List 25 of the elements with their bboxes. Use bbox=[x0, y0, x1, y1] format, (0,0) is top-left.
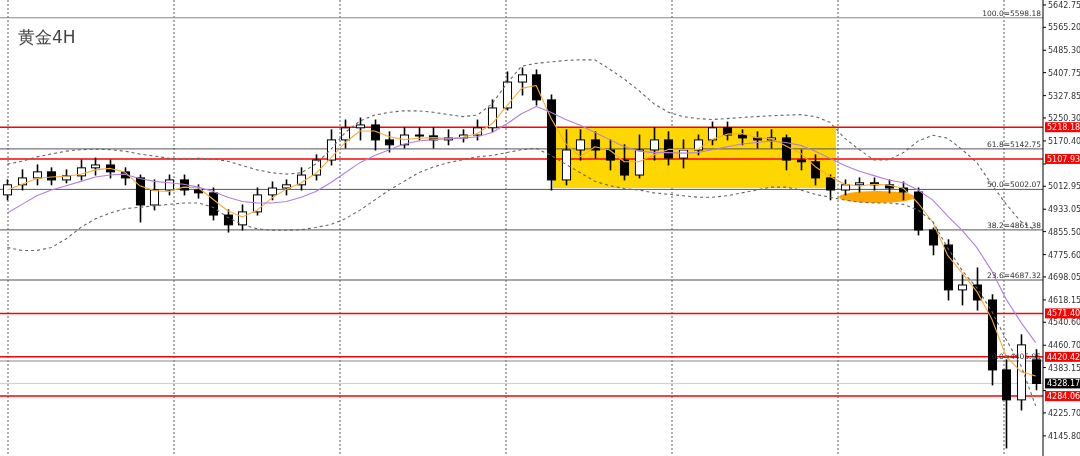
y-tick-label: 5250.30 bbox=[1048, 113, 1080, 123]
y-tick-label: 4145.80 bbox=[1048, 431, 1080, 441]
ref-line-label: 4571.40 bbox=[1047, 309, 1080, 319]
y-tick-label: 5485.30 bbox=[1048, 46, 1080, 56]
y-tick-label: 4933.05 bbox=[1048, 205, 1080, 215]
y-tick-label: 5407.75 bbox=[1048, 68, 1080, 78]
y-tick-label: 4775.60 bbox=[1048, 250, 1080, 260]
ref-line-label: 4328.17 bbox=[1047, 379, 1080, 389]
y-tick-label: 4618.15 bbox=[1048, 295, 1080, 305]
text: 黄金4H bbox=[18, 27, 76, 47]
y-tick-label: 4540.60 bbox=[1048, 318, 1080, 328]
y-tick-label: 4698.05 bbox=[1048, 272, 1080, 282]
y-tick-label: 4383.15 bbox=[1048, 363, 1080, 373]
ref-line-label: 5107.93 bbox=[1047, 154, 1080, 164]
ref-line-label: 4284.06 bbox=[1047, 392, 1080, 402]
y-tick-label: 5642.75 bbox=[1048, 0, 1080, 10]
y-tick-label: 4855.50 bbox=[1048, 227, 1080, 237]
ref-line-label: 4420.42 bbox=[1047, 352, 1080, 362]
y-tick-label: 4460.70 bbox=[1048, 341, 1080, 351]
y-tick-label: 5565.20 bbox=[1048, 23, 1080, 33]
y-tick-label: 5012.95 bbox=[1048, 182, 1080, 192]
y-tick-label: 4225.70 bbox=[1048, 408, 1080, 418]
y-tick-label: 5327.85 bbox=[1048, 91, 1080, 101]
ref-line-label: 5218.18 bbox=[1047, 123, 1080, 133]
y-tick-label: 5170.40 bbox=[1048, 136, 1080, 146]
